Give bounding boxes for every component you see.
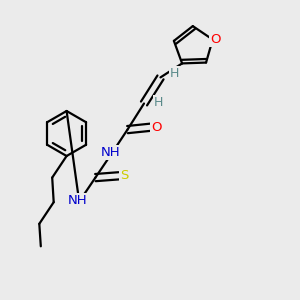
Text: S: S	[120, 169, 128, 182]
Text: NH: NH	[100, 146, 120, 159]
Text: H: H	[154, 95, 163, 109]
Text: H: H	[170, 67, 180, 80]
Text: O: O	[151, 121, 162, 134]
Text: NH: NH	[68, 194, 88, 207]
Text: O: O	[210, 33, 220, 46]
